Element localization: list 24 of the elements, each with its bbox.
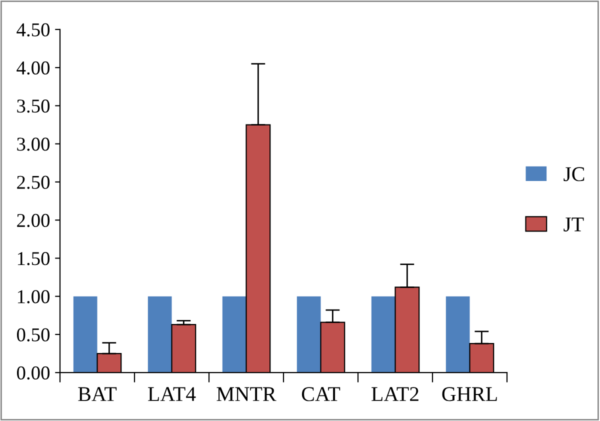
bar: [296, 296, 321, 373]
y-tick-label: 1.50: [18, 252, 50, 266]
x-tick-label: LAT4: [148, 387, 196, 401]
y-tick-label: 3.50: [17, 100, 50, 113]
x-tick-label: BAT: [78, 387, 117, 401]
y-tick-label: 2.00: [17, 214, 50, 228]
x-tick-label: GHRL: [442, 387, 497, 402]
bar: [222, 296, 246, 373]
bar: [371, 296, 396, 373]
y-tick-label: 0.00: [16, 366, 50, 380]
legend-label: JT: [564, 218, 584, 232]
y-tick-label: 2.50: [17, 176, 50, 189]
bar: [148, 296, 172, 373]
x-tick-label: LAT2: [372, 387, 418, 401]
x-tick-label: MNTR: [216, 387, 276, 401]
y-tick-label: 0.50: [16, 328, 50, 342]
y-tick-label: 3.00: [17, 138, 50, 151]
legend-label: JC: [564, 167, 584, 182]
y-tick-label: 1.00: [18, 290, 50, 304]
bar: [446, 296, 470, 373]
y-tick-label: 4.50: [16, 23, 50, 36]
y-tick-label: 4.00: [16, 61, 50, 75]
x-tick-label: CAT: [302, 387, 340, 402]
bar: [73, 296, 98, 373]
